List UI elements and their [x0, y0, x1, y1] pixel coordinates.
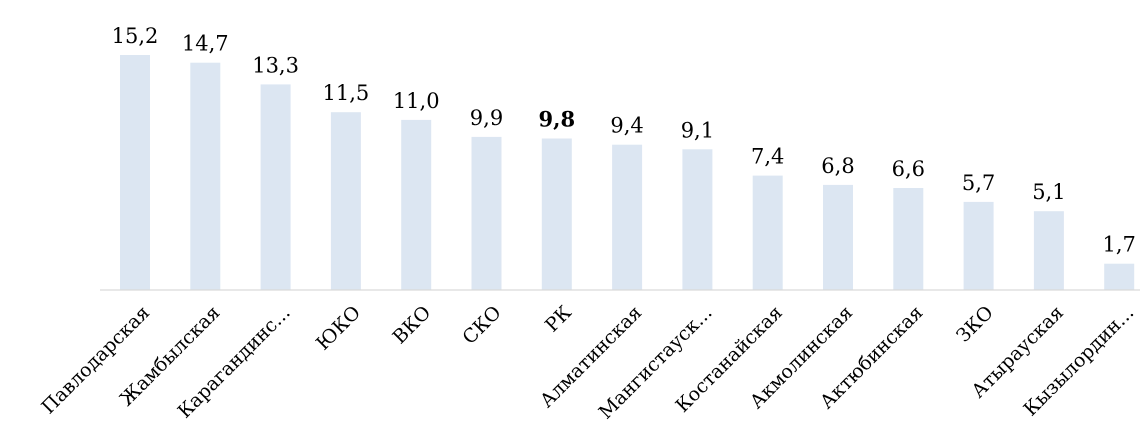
- bar-2: [260, 84, 291, 291]
- value-label-13: 5,1: [1032, 180, 1065, 204]
- value-label-12: 5,7: [962, 171, 995, 195]
- category-label-5: СКО: [458, 302, 505, 349]
- bar-11: [893, 188, 924, 290]
- bar-13: [1033, 211, 1064, 290]
- bar-7: [612, 144, 643, 290]
- value-label-7: 9,4: [610, 114, 643, 138]
- value-label-14: 1,7: [1102, 233, 1135, 257]
- bar-0: [120, 55, 150, 290]
- value-label-5: 9,9: [470, 106, 503, 130]
- bar-4: [401, 119, 432, 291]
- bar-6: [541, 138, 572, 290]
- value-label-0: 15,2: [112, 24, 159, 48]
- value-label-6: 9,8: [539, 107, 576, 132]
- value-labels-group: 15,2 14,7 13,3 11,5 11,0 9,9 9,8 9,4 9,1 7,4 6,8 6,…: [112, 24, 1136, 257]
- value-label-4: 11,0: [393, 89, 440, 113]
- value-label-1: 14,7: [182, 32, 229, 56]
- bar-8: [682, 149, 713, 290]
- bar-1: [190, 62, 221, 291]
- value-label-11: 6,6: [892, 157, 925, 181]
- value-label-9: 7,4: [751, 145, 784, 169]
- value-label-8: 9,1: [681, 118, 714, 142]
- value-label-3: 11,5: [323, 81, 370, 105]
- value-label-2: 13,3: [252, 53, 299, 77]
- bar-9: [752, 175, 783, 290]
- bar-3: [330, 112, 361, 290]
- category-label-12: ЗКО: [952, 302, 997, 347]
- category-label-3: ЮКО: [312, 302, 365, 355]
- bar-14: [1104, 263, 1135, 290]
- category-label-6: РК: [541, 301, 576, 336]
- bars-group: [120, 55, 1135, 291]
- bar-12: [963, 201, 994, 290]
- value-label-10: 6,8: [821, 154, 854, 178]
- bar-10: [823, 184, 853, 290]
- bar-5: [471, 136, 502, 290]
- category-label-4: ВКО: [389, 302, 436, 349]
